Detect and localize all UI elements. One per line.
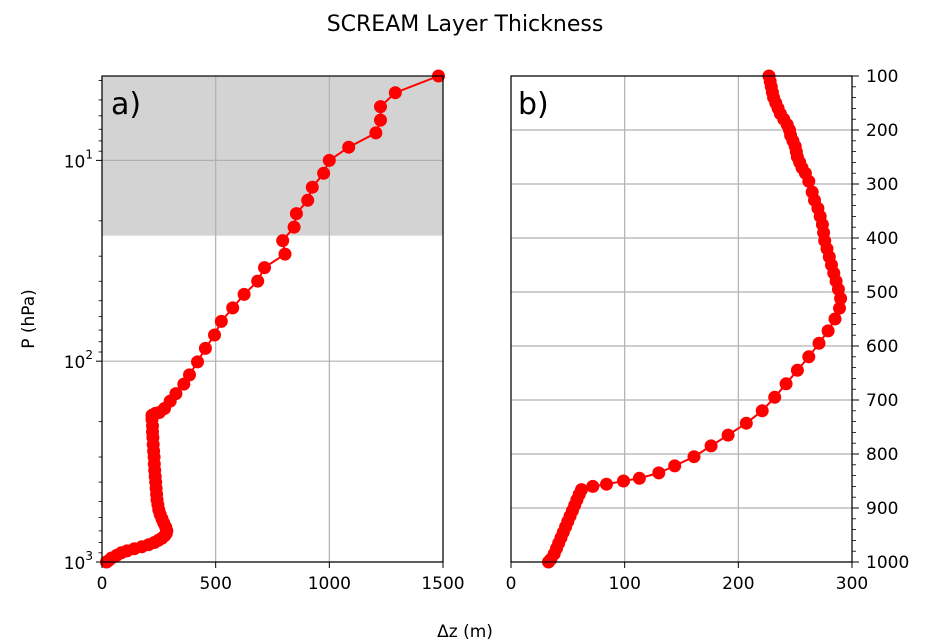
panel-b-data-point xyxy=(704,439,718,453)
panel-b-data-point xyxy=(802,350,816,364)
panel-a-y-axis-label: P (hPa) xyxy=(19,289,39,349)
panel-b-data-point xyxy=(779,377,793,391)
panel-a-data-point xyxy=(258,261,271,275)
panel-a-y-tick-label: 103 xyxy=(64,549,93,574)
panel-b: 0 100 200 300 100 200 300 400 500 600 700 800 900 100… xyxy=(506,67,910,594)
panel-a-shaded-region xyxy=(102,76,443,236)
panel-b-series xyxy=(542,69,848,569)
panel-a-series xyxy=(100,69,445,569)
panel-b-y-tick-label: 600 xyxy=(866,337,898,357)
panel-b-data-point xyxy=(600,477,613,491)
panel-b-data-point xyxy=(586,479,600,493)
panel-b-y-tick-label: 800 xyxy=(866,445,898,465)
panel-b-data-point xyxy=(755,404,769,418)
panel-a-data-point xyxy=(317,166,331,180)
panel-b-x-tick-label: 200 xyxy=(722,574,754,594)
panel-b-y-tick-label: 900 xyxy=(866,499,898,519)
panel-a-data-point xyxy=(208,328,221,342)
panel-a-data-point xyxy=(374,100,387,114)
panel-a-y-tick-exponent: 1 xyxy=(85,147,93,161)
panel-a-x-tick-label: 1500 xyxy=(421,574,464,594)
panel-a-data-point xyxy=(226,301,240,315)
panel-b-data-point xyxy=(668,459,682,473)
panel-b-series-group xyxy=(542,69,848,569)
panel-b-data-point xyxy=(739,416,753,430)
panel-b-axes: 0 100 200 300 100 200 300 400 500 600 700 800 900 100… xyxy=(506,67,910,594)
panel-b-data-point xyxy=(687,450,701,464)
panel-b-data-point xyxy=(802,174,816,188)
panel-a-x-tick-label: 0 xyxy=(97,574,108,594)
panel-a-y-tick-label: 101 xyxy=(64,147,93,172)
panel-b-data-point xyxy=(632,471,646,485)
panel-a-data-point xyxy=(388,86,402,100)
panel-b-data-point xyxy=(833,301,846,315)
panel-b-y-tick-label: 200 xyxy=(866,121,898,141)
panel-b-y-tick-label: 500 xyxy=(866,283,898,303)
panel-b-data-point xyxy=(821,324,835,338)
panel-b-y-tick-label: 400 xyxy=(866,229,898,249)
panel-a-data-point xyxy=(276,234,290,248)
panel-b-y-tick-label: 1000 xyxy=(866,553,909,573)
panel-a-data-point xyxy=(369,126,383,140)
panel-a-data-point xyxy=(305,180,319,194)
shared-x-axis-label: Δz (m) xyxy=(437,622,493,642)
panel-a-x-tick-label: 1000 xyxy=(308,574,351,594)
panel-b-data-point xyxy=(834,292,848,305)
panel-b-y-tick-label: 300 xyxy=(866,175,898,195)
panel-a-data-point xyxy=(322,153,336,167)
panel-b-x-tick-label: 300 xyxy=(836,574,868,594)
panel-a-label: a) xyxy=(111,87,141,122)
panel-a-data-point xyxy=(374,113,387,127)
panel-a-data-point xyxy=(278,247,292,261)
panel-a-data-point xyxy=(177,377,191,391)
panel-a-data-point xyxy=(251,274,265,288)
panel-a-series-group xyxy=(100,69,445,569)
panel-a-data-point xyxy=(198,341,212,355)
panel-a-data-point xyxy=(237,287,251,301)
panel-a-y-tick-base: 10 xyxy=(64,554,86,574)
panel-a-data-point xyxy=(301,193,315,207)
panel-a-data-point xyxy=(287,220,301,234)
panel-a-y-tick-exponent: 2 xyxy=(85,348,93,362)
panel-a-y-tick-base: 10 xyxy=(64,353,86,373)
panel-a-frame xyxy=(101,75,444,563)
panel-b-y-tick-label: 100 xyxy=(866,67,898,87)
panel-b-data-point xyxy=(721,428,735,442)
panel-a-y-tick-base: 10 xyxy=(64,152,86,172)
panel-a-y-tick-exponent: 3 xyxy=(85,549,93,563)
panel-b-x-tick-label: 0 xyxy=(506,574,517,594)
panel-a-data-point xyxy=(214,314,228,328)
panel-b-y-tick-label: 700 xyxy=(866,391,898,411)
panel-b-data-point xyxy=(812,336,826,350)
panel-a-y-tick-label: 102 xyxy=(64,348,93,373)
panel-b-data-point xyxy=(617,474,630,488)
panel-b-label: b) xyxy=(518,87,549,122)
panel-b-frame xyxy=(510,75,853,563)
panel-b-data-point xyxy=(768,390,782,404)
figure-title: SCREAM Layer Thickness xyxy=(327,12,604,37)
panel-a-x-tick-label: 500 xyxy=(199,574,231,594)
panel-b-data-point xyxy=(652,466,666,480)
panel-b-data-point xyxy=(790,363,804,377)
panel-b-x-tick-label: 100 xyxy=(608,574,640,594)
panel-a-data-point xyxy=(342,140,356,154)
panel-a-data-point xyxy=(191,355,204,369)
panel-b-data-point xyxy=(828,312,842,326)
panel-a-data-point xyxy=(289,207,303,221)
